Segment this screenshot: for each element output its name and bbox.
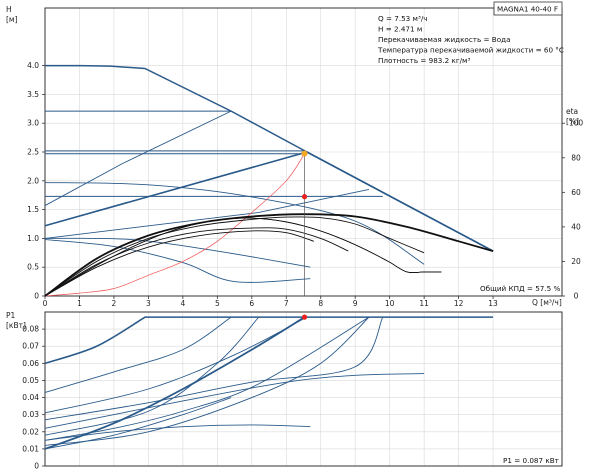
bottom-series-line	[44, 373, 425, 429]
top-y-tick-label: 0.5	[27, 263, 39, 272]
bottom-chart: P1 [кВт] 0 0.01 0.02 0.03 0.04 0.05 0.06 0.07 0.…	[6, 311, 563, 471]
top-series-line	[44, 216, 425, 297]
top-x-tick-label: 3	[146, 299, 151, 308]
bottom-y-ticks: 0 0.01 0.02 0.03 0.04 0.05 0.06 0.07 0.08	[22, 325, 45, 471]
top-grid	[44, 8, 562, 297]
bottom-y-tick-label: 0.03	[22, 410, 39, 419]
top-series-line	[44, 227, 349, 297]
top-series-line	[44, 188, 370, 239]
info-line-4: Температура перекачиваемой жидкости = 60…	[377, 46, 564, 55]
top-x-tick-label: 4	[180, 299, 185, 308]
top-series-line	[45, 64, 494, 252]
top-x-tick-label: 7	[284, 299, 289, 308]
top-x-tick-label: 9	[353, 299, 358, 308]
top-x-tick-label: 1	[77, 299, 82, 308]
bottom-series-line	[44, 397, 232, 450]
top-efficiency-bundle-line	[44, 217, 442, 297]
top-y-tick-label: 3.0	[27, 119, 39, 128]
top-y2label-text: eta	[566, 107, 578, 116]
bottom-y-tick-label: 0.07	[22, 342, 39, 351]
top-y2label-unit: [%]	[566, 117, 579, 126]
bottom-y-tick-label: 0.08	[22, 325, 39, 334]
top-x-ticks: 0 1 2 3 4 5 6 7 8 9 10 11 12 13	[43, 296, 498, 308]
top-x-tick-label: 11	[419, 299, 429, 308]
top-y2-tick-label: 60	[571, 188, 581, 197]
top-x-tick-label: 13	[488, 299, 498, 308]
top-x-tick-label: 6	[249, 299, 254, 308]
top-series-line	[44, 153, 305, 297]
power-point-marker	[301, 314, 308, 320]
top-xlabel: Q [м³/ч]	[532, 298, 562, 307]
top-y2-tick-label: 80	[571, 153, 581, 162]
top-y-tick-label: 0	[34, 292, 39, 301]
bottom-series-line	[44, 424, 311, 441]
info-line-1: Q = 7.53 м³/ч	[378, 14, 428, 23]
bottom-ylabel-text: P1	[6, 311, 16, 320]
bottom-series-line	[44, 316, 370, 446]
bottom-series-line	[44, 316, 384, 421]
top-y-tick-label: 4.0	[27, 61, 39, 70]
top-x-tick-label: 12	[454, 299, 464, 308]
power-label: P1 = 0.087 кВт	[503, 456, 559, 465]
top-y2-ticks: 0 20 40 60 80 100	[562, 119, 583, 301]
bottom-y-tick-label: 0.04	[22, 393, 39, 402]
top-series-line	[44, 182, 425, 265]
top-y-ticks: 0 0.5 1.0 1.5 2.0 2.5 3.0 3.5 4.0	[27, 61, 45, 301]
top-y2-tick-label: 20	[571, 257, 581, 266]
bottom-grid	[44, 312, 562, 467]
info-line-5: Плотность = 983.2 кг/м³	[378, 56, 470, 65]
info-line-2: H = 2.471 м	[378, 25, 422, 34]
bottom-series-line	[44, 316, 370, 441]
bottom-series-line	[44, 316, 494, 365]
bottom-series-line	[44, 316, 306, 450]
top-y-tick-label: 1.0	[27, 234, 39, 243]
bottom-y-tick-label: 0	[34, 462, 39, 471]
top-y-tick-label: 2.0	[27, 176, 39, 185]
efficiency-point-marker	[301, 194, 308, 200]
bottom-y-tick-label: 0.05	[22, 376, 39, 385]
duty-point-marker	[301, 150, 308, 157]
top-x-tick-label: 10	[385, 299, 395, 308]
bottom-series-line	[44, 316, 260, 436]
efficiency-label: Общий КПД = 57.5 %	[480, 284, 560, 293]
title-box	[493, 1, 563, 16]
top-series-line	[44, 110, 232, 206]
top-y-tick-label: 2.5	[27, 148, 39, 157]
bottom-series-line	[44, 316, 232, 393]
top-x-tick-label: 5	[215, 299, 220, 308]
bottom-ylabel-unit: [кВт]	[6, 321, 26, 330]
top-horizontal-lines	[45, 65, 383, 197]
top-series-line	[44, 213, 494, 297]
bottom-y-tick-label: 0.01	[22, 444, 39, 453]
top-y-tick-label: 1.5	[27, 205, 39, 214]
top-ylabel-text: H	[6, 5, 12, 14]
bottom-plot-frame	[44, 311, 563, 467]
top-series-line	[44, 237, 311, 268]
bottom-y-tick-label: 0.02	[22, 427, 39, 436]
bottom-y-tick-label: 0.06	[22, 359, 39, 368]
top-y2-tick-label: 0	[574, 292, 579, 301]
info-line-3: Перекачиваемая жидкость = Вода	[378, 35, 511, 44]
top-y2-tick-label: 100	[569, 119, 584, 128]
top-chart: H [м] eta [%] 0 1 2 3 4 5 6 7 8 9 10 11 12 13 00.51.0…	[6, 1, 583, 308]
bottom-series-line	[44, 316, 308, 414]
bottom-series	[44, 316, 494, 450]
top-x-tick-label: 0	[43, 299, 48, 308]
top-x-tick-label: 2	[112, 299, 117, 308]
title-box-text: MAGNA1 40-40 F	[497, 5, 558, 14]
top-ylabel-unit: [м]	[6, 15, 18, 24]
top-x-tick-label: 8	[318, 299, 323, 308]
top-series-line	[44, 151, 494, 252]
top-series-line	[44, 239, 311, 283]
top-y-tick-label: 3.5	[27, 90, 39, 99]
top-y2-tick-label: 40	[571, 222, 581, 231]
top-series-line	[44, 230, 314, 297]
